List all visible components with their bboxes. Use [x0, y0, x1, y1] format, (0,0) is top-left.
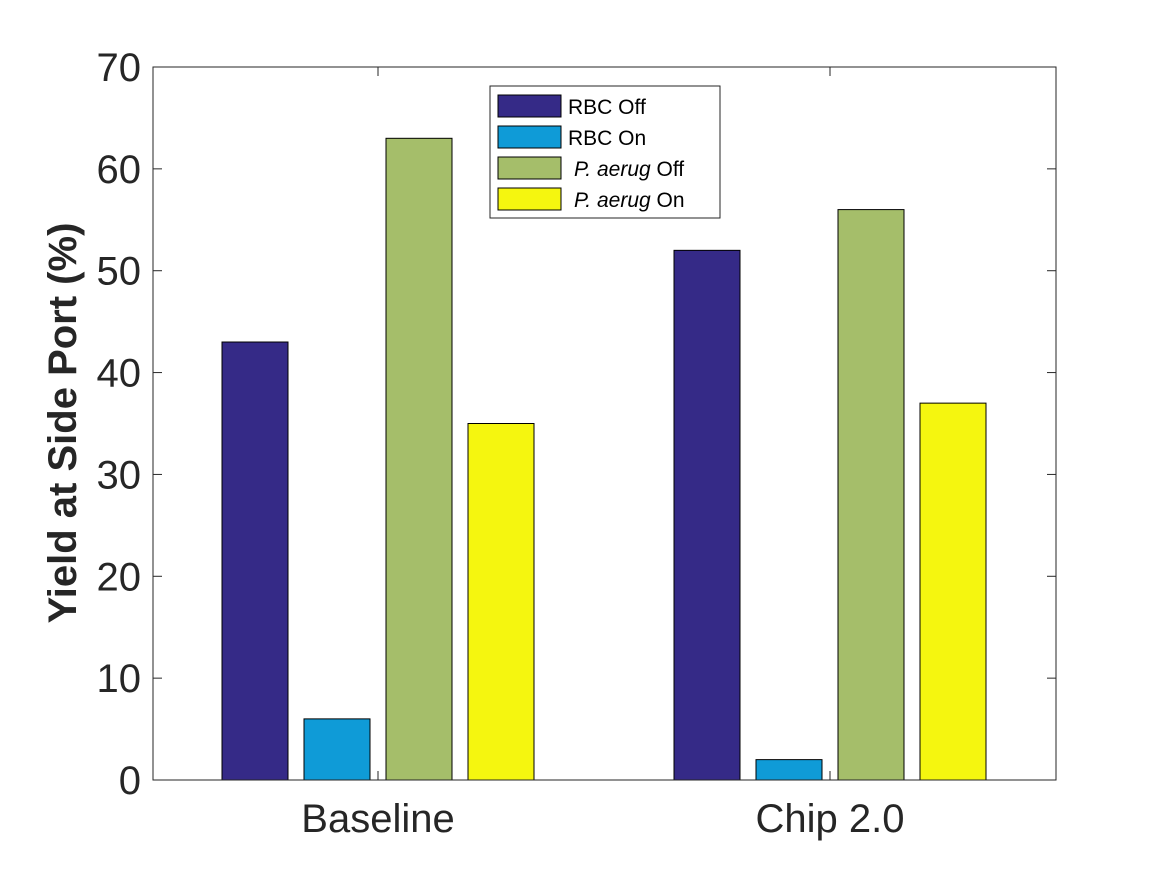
y-tick-label: 50	[97, 250, 142, 294]
x-tick-label: Chip 2.0	[756, 797, 905, 841]
bar	[467, 423, 535, 781]
bar	[673, 249, 741, 781]
legend-label: P. aerug Off	[574, 158, 684, 181]
y-tick-label: 60	[97, 148, 142, 192]
legend-swatch	[497, 187, 562, 211]
legend-label: P. aerug On	[574, 189, 685, 212]
y-axis: 0 10 20 30 40 50 60 70	[97, 46, 1056, 803]
y-tick-label: 30	[97, 453, 142, 497]
plot-frame	[152, 66, 1057, 781]
y-tick-label: 0	[119, 759, 141, 803]
bar	[221, 341, 289, 781]
bar	[755, 759, 823, 781]
y-tick-label: 70	[97, 46, 142, 90]
y-axis-title: Yield at Side Port (%)	[41, 223, 85, 624]
legend-label: RBC Off	[568, 96, 646, 119]
bar	[837, 209, 905, 781]
legend-label: RBC On	[568, 127, 646, 150]
bar	[919, 402, 987, 781]
x-axis: Baseline Chip 2.0	[301, 67, 904, 841]
bars-layer	[221, 137, 987, 781]
legend: RBC Off RBC On P. aerug Off P. aerug On	[489, 85, 721, 219]
bar	[303, 718, 371, 781]
legend-swatch	[497, 94, 562, 118]
x-tick-label: Baseline	[301, 797, 454, 841]
bar	[385, 137, 453, 781]
y-tick-label: 40	[97, 352, 142, 396]
y-tick-label: 20	[97, 555, 142, 599]
legend-swatch	[497, 156, 562, 180]
y-tick-label: 10	[97, 657, 142, 701]
legend-swatch	[497, 125, 562, 149]
